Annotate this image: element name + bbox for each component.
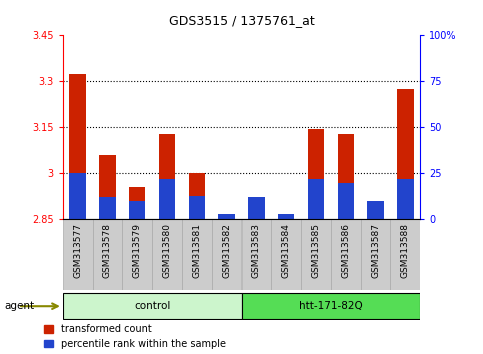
Text: GSM313587: GSM313587	[371, 223, 380, 278]
Text: GSM313585: GSM313585	[312, 223, 320, 278]
Text: GSM313581: GSM313581	[192, 223, 201, 278]
Bar	[129, 187, 145, 219]
Bar	[248, 198, 265, 219]
Bar	[368, 201, 384, 219]
Bar	[152, 219, 182, 290]
Bar	[278, 218, 294, 219]
Bar	[122, 219, 152, 290]
Bar	[189, 173, 205, 219]
Text: control: control	[134, 301, 170, 311]
Text: GSM313580: GSM313580	[163, 223, 171, 278]
Bar	[308, 129, 324, 219]
Bar	[338, 133, 354, 219]
Bar	[248, 209, 265, 219]
Bar	[63, 293, 242, 319]
Bar	[99, 155, 115, 219]
Bar	[397, 179, 413, 219]
Bar	[218, 215, 235, 219]
Bar	[159, 133, 175, 219]
Bar	[99, 198, 115, 219]
Bar	[397, 89, 413, 219]
Bar	[308, 179, 324, 219]
Text: GSM313582: GSM313582	[222, 223, 231, 278]
Text: htt-171-82Q: htt-171-82Q	[299, 301, 363, 311]
Text: GSM313588: GSM313588	[401, 223, 410, 278]
Text: GSM313579: GSM313579	[133, 223, 142, 278]
Bar	[189, 195, 205, 219]
Text: GSM313577: GSM313577	[73, 223, 82, 278]
Bar	[390, 219, 420, 290]
Text: GDS3515 / 1375761_at: GDS3515 / 1375761_at	[169, 14, 314, 27]
Bar	[93, 219, 122, 290]
Bar	[242, 219, 271, 290]
Bar	[182, 219, 212, 290]
Bar	[242, 293, 420, 319]
Bar	[338, 183, 354, 219]
Bar	[301, 219, 331, 290]
Bar	[361, 219, 390, 290]
Bar	[159, 179, 175, 219]
Text: GSM313584: GSM313584	[282, 223, 291, 278]
Bar	[368, 209, 384, 219]
Bar	[63, 219, 93, 290]
Bar	[278, 214, 294, 219]
Bar	[331, 219, 361, 290]
Legend: transformed count, percentile rank within the sample: transformed count, percentile rank withi…	[43, 324, 226, 349]
Bar	[70, 173, 86, 219]
Text: GSM313583: GSM313583	[252, 223, 261, 278]
Bar	[212, 219, 242, 290]
Bar	[70, 74, 86, 219]
Text: agent: agent	[5, 301, 35, 311]
Text: GSM313578: GSM313578	[103, 223, 112, 278]
Bar	[218, 214, 235, 219]
Text: GSM313586: GSM313586	[341, 223, 350, 278]
Bar	[129, 201, 145, 219]
Bar	[271, 219, 301, 290]
